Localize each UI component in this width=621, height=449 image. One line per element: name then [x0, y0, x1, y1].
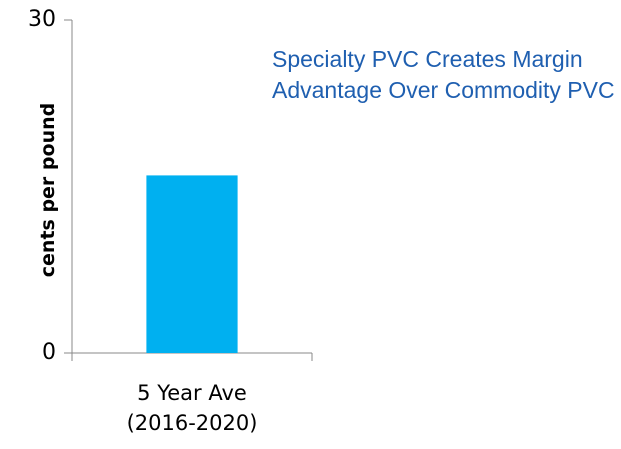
bar [146, 175, 238, 353]
y-tick-label: 0 [42, 340, 56, 365]
chart-title: Specialty PVC Creates Margin Advantage O… [272, 46, 615, 103]
y-tick-label: 30 [28, 7, 56, 32]
y-axis-label: cents per pound [37, 102, 59, 278]
x-tick-label: 5 Year Ave (2016-2020) [126, 381, 258, 435]
